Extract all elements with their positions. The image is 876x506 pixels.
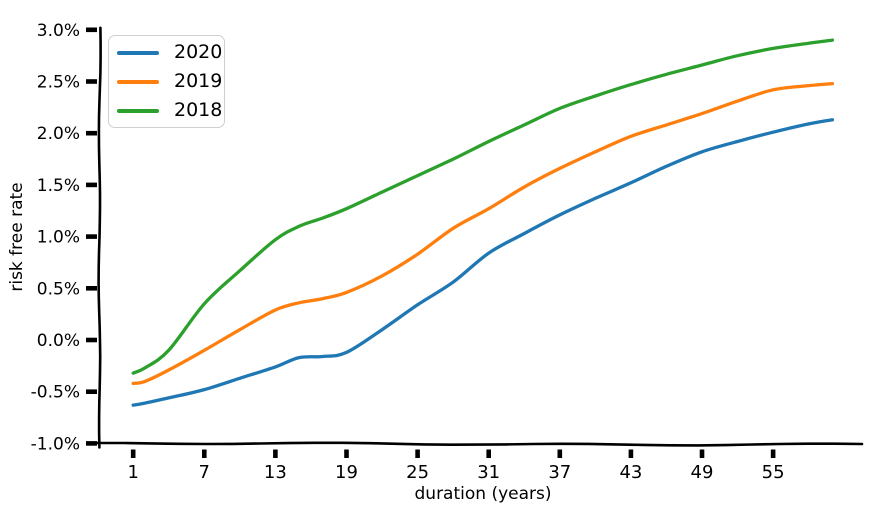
y-tick-label: 0.5% <box>37 279 80 299</box>
x-tick-label: 7 <box>199 462 210 483</box>
legend: 2020 2019 2018 <box>108 35 225 128</box>
legend-entry-2020: 2020 <box>117 38 224 67</box>
axes <box>94 26 864 449</box>
legend-label-2019: 2019 <box>174 70 223 92</box>
legend-line-2018 <box>117 108 159 113</box>
x-tick-label: 19 <box>335 462 358 483</box>
y-tick-label: 0.0% <box>37 331 80 351</box>
x-tick-label: 25 <box>406 462 429 483</box>
y-tick-label: 2.5% <box>37 73 80 93</box>
x-tick-label: 37 <box>548 462 571 483</box>
axis-ticks: 3.0% 2.5% 2.0% 1.5% 1.0% 0.5% 0.0% -0.5% -1.0% 1 7… <box>31 21 785 483</box>
legend-entry-2019: 2019 <box>117 67 224 96</box>
y-tick-label: 1.0% <box>37 228 80 248</box>
x-axis-title: duration (years) <box>415 484 552 504</box>
series-line-2020 <box>131 118 835 407</box>
legend-line-2020 <box>117 50 159 55</box>
x-tick-label: 13 <box>264 462 287 483</box>
series-line-2019 <box>131 81 835 386</box>
x-tick-label: 1 <box>127 462 138 483</box>
series-line-2018 <box>131 38 835 375</box>
x-tick-label: 31 <box>477 462 500 483</box>
y-tick-label: 1.5% <box>37 176 80 196</box>
y-axis-spine <box>97 26 102 449</box>
legend-line-2019 <box>117 79 159 84</box>
y-tick-label: -1.0% <box>31 434 80 454</box>
x-tick-label: 43 <box>619 462 642 483</box>
x-axis-spine <box>94 441 864 447</box>
x-tick-label: 55 <box>762 462 785 483</box>
legend-entry-2018: 2018 <box>117 96 224 125</box>
legend-label-2020: 2020 <box>174 41 223 63</box>
series-lines <box>131 38 835 407</box>
legend-label-2018: 2018 <box>174 99 223 121</box>
y-tick-label: -0.5% <box>31 383 80 403</box>
x-tick-label: 49 <box>691 462 714 483</box>
y-tick-label: 2.0% <box>37 124 80 144</box>
y-tick-label: 3.0% <box>37 21 80 41</box>
y-axis-title: risk free rate <box>7 182 27 291</box>
